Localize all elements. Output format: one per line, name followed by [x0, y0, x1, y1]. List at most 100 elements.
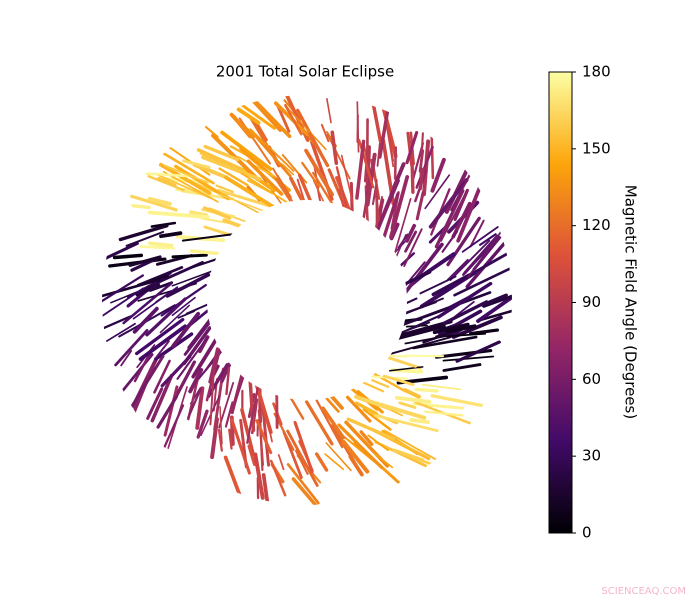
streak — [359, 430, 374, 446]
streak — [409, 418, 430, 424]
streak — [395, 395, 432, 404]
streak — [216, 188, 277, 210]
streak — [465, 237, 510, 289]
streak — [348, 454, 364, 477]
streak — [453, 188, 469, 222]
streak — [428, 178, 469, 229]
streak — [153, 359, 171, 394]
streak — [367, 350, 417, 368]
streak — [393, 146, 398, 180]
streak — [404, 230, 418, 253]
streak — [371, 379, 390, 388]
streak — [467, 230, 503, 278]
streak — [255, 419, 273, 455]
streak — [257, 409, 265, 466]
streak — [398, 319, 453, 338]
streak — [338, 188, 349, 225]
streak — [124, 193, 178, 212]
streak — [424, 410, 464, 417]
streak — [404, 297, 444, 315]
streak — [424, 174, 451, 210]
streak — [210, 417, 219, 460]
streak — [370, 95, 383, 143]
streak — [215, 184, 234, 194]
streak — [451, 201, 472, 239]
streak — [158, 162, 212, 195]
streak — [209, 368, 215, 426]
streak — [451, 315, 503, 339]
streak — [133, 349, 153, 383]
streak — [321, 406, 346, 440]
streak — [286, 463, 320, 505]
streak — [220, 130, 273, 171]
streak — [397, 233, 409, 249]
streak — [217, 428, 223, 452]
streak — [163, 385, 179, 437]
streak — [285, 106, 327, 151]
streak — [393, 324, 446, 341]
streak — [160, 355, 192, 388]
streak — [455, 340, 501, 363]
streak — [304, 148, 334, 197]
colorbar-tick-label: 120 — [582, 216, 611, 234]
streak — [160, 404, 185, 455]
streak — [388, 366, 424, 372]
streak — [476, 306, 525, 322]
streak — [196, 409, 209, 439]
streak — [398, 401, 417, 409]
streak — [219, 406, 223, 445]
streak — [382, 374, 415, 387]
corona-image — [89, 80, 525, 511]
streak — [89, 274, 144, 309]
streak — [218, 167, 249, 187]
streak — [203, 144, 240, 162]
streak — [189, 210, 209, 218]
streak — [135, 171, 197, 178]
streak — [159, 304, 191, 334]
streak — [376, 142, 381, 167]
streak — [187, 387, 203, 419]
streak — [330, 130, 339, 165]
streak — [404, 335, 448, 345]
streak — [148, 241, 174, 248]
streak — [418, 167, 425, 191]
streak — [337, 423, 384, 470]
streak — [146, 387, 164, 420]
streak — [293, 420, 314, 474]
streak — [269, 459, 287, 497]
streak — [253, 99, 292, 139]
streak — [378, 192, 400, 251]
streak — [135, 317, 185, 356]
streak — [469, 328, 499, 336]
streak — [283, 386, 305, 420]
streak — [240, 408, 255, 456]
streak — [230, 417, 251, 475]
streak — [185, 303, 209, 315]
streak — [394, 198, 412, 254]
colorbar — [548, 71, 573, 534]
streak — [298, 173, 316, 210]
streak — [145, 297, 187, 337]
streak — [230, 353, 249, 415]
streak — [405, 223, 417, 243]
streak — [114, 328, 149, 367]
streak — [354, 401, 379, 416]
streak — [220, 346, 239, 383]
streak — [324, 453, 345, 471]
streak — [190, 256, 222, 269]
streak — [432, 322, 470, 335]
colorbar-tick-label: 30 — [582, 447, 601, 465]
streak — [162, 170, 219, 203]
colorbar-label: Magnetic Field Angle (Degrees) — [622, 185, 640, 419]
colorbar-tick-label: 180 — [582, 63, 611, 81]
streak — [305, 400, 334, 446]
streak — [189, 300, 220, 326]
streak — [367, 434, 389, 452]
streak — [157, 176, 177, 188]
streak — [435, 331, 453, 338]
streak — [254, 120, 268, 142]
streak — [373, 414, 439, 433]
streak — [181, 233, 235, 242]
streak — [96, 315, 132, 332]
